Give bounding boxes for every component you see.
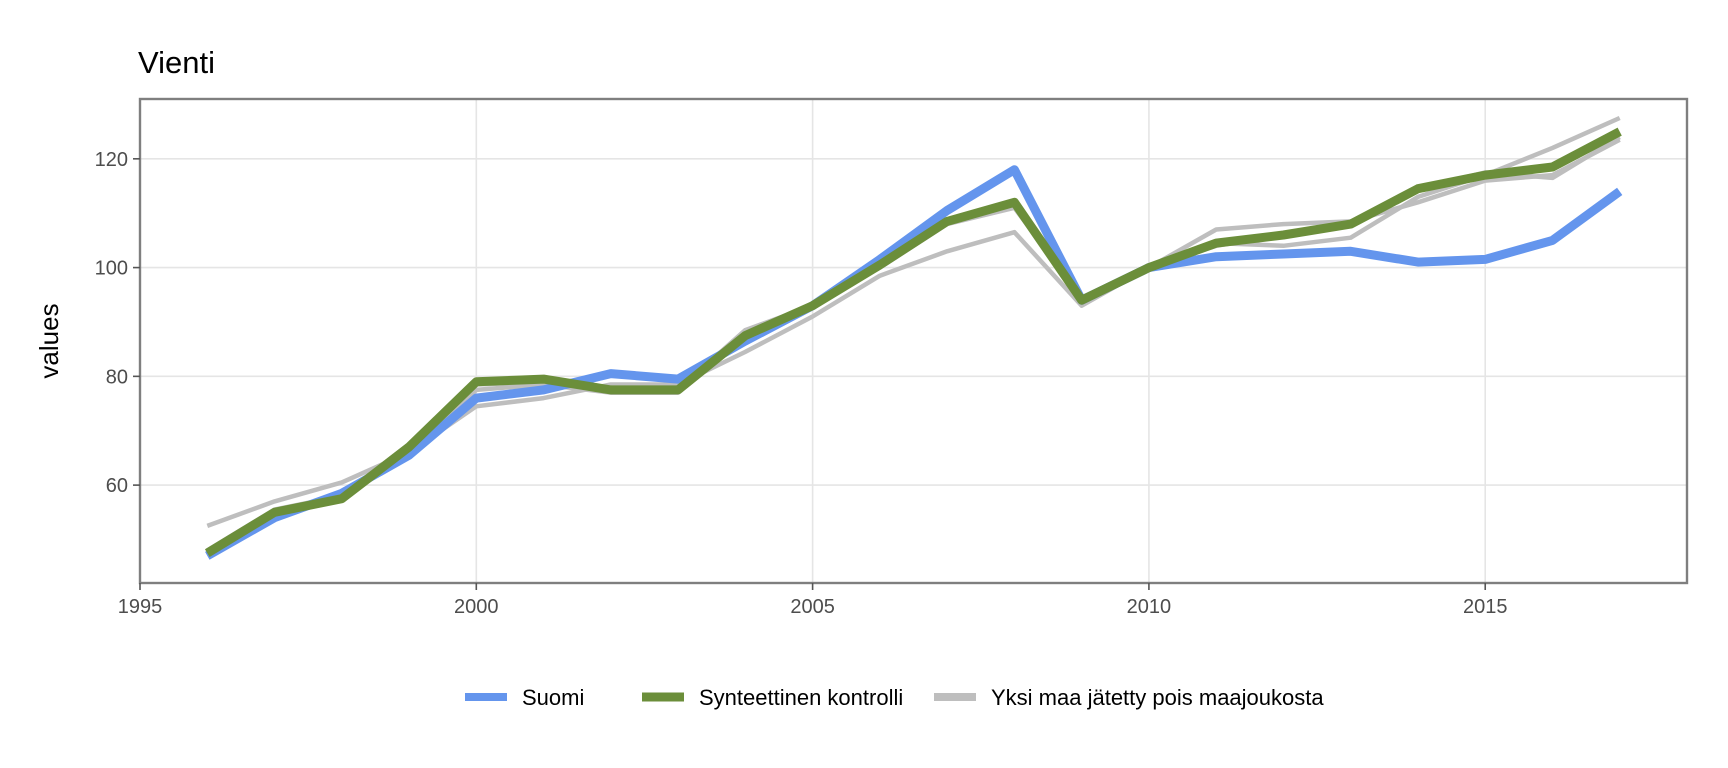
x-axis: 1995 2000 2005 2010 2015	[118, 583, 1508, 618]
y-tick-label: 100	[95, 258, 128, 280]
x-tick-label: 2015	[1463, 596, 1508, 618]
legend-item-synteettinen-kontrolli: Synteettinen kontrolli	[642, 685, 903, 710]
y-tick-label: 60	[106, 475, 128, 497]
legend-label: Yksi maa jätetty pois maajoukosta	[991, 685, 1324, 710]
plot-panel-border	[138, 97, 1689, 585]
leave-one-out-lines	[206, 115, 1621, 556]
y-tick-label: 120	[95, 149, 128, 171]
legend-item-yksi-maa: Yksi maa jätetty pois maajoukosta	[934, 685, 1324, 710]
legend-label: Synteettinen kontrolli	[699, 685, 903, 710]
chart-title: Vienti	[138, 45, 215, 80]
legend: Suomi Synteettinen kontrolli Yksi maa jäte…	[465, 685, 1324, 710]
x-tick-label: 2005	[790, 596, 835, 618]
y-axis-title: values	[34, 303, 64, 378]
y-axis: 60 80 100 120	[95, 149, 140, 497]
y-tick-label: 80	[106, 366, 128, 388]
series-line-synteettinen-kontrolli	[204, 127, 1622, 557]
grid	[139, 99, 1687, 583]
x-tick-label: 2010	[1127, 596, 1172, 618]
legend-item-suomi: Suomi	[465, 685, 584, 710]
main-series-lines	[204, 127, 1623, 560]
series-line-suomi	[205, 165, 1623, 560]
x-tick-label: 2000	[454, 596, 499, 618]
x-tick-label: 1995	[118, 596, 163, 618]
series-line-leave-one-out	[206, 135, 1621, 556]
legend-label: Suomi	[522, 685, 584, 710]
